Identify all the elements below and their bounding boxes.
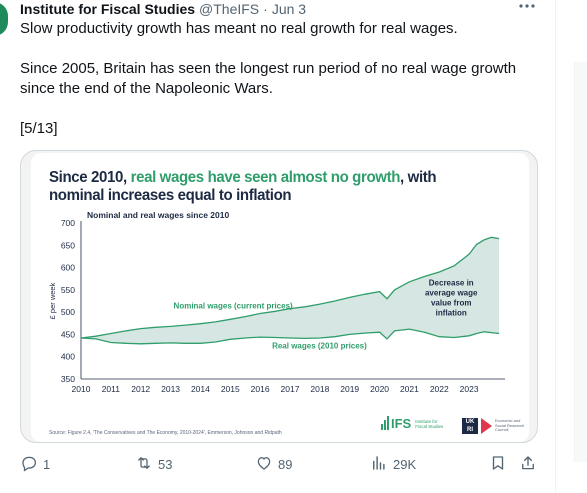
x-tick-label: 2014 [191,384,210,394]
separator-dot: · [263,1,268,17]
x-tick-label: 2023 [460,384,479,394]
y-tick-label: 650 [61,240,75,250]
title-suffix: , with nominal increases equal to inflat… [49,169,437,204]
views-icon [370,454,388,475]
x-tick-label: 2015 [221,384,240,394]
y-tick-label: 600 [61,263,75,273]
nominal-wages-line [80,236,500,339]
real-wages-line [80,328,500,345]
views-count: 29K [393,456,417,472]
media-card[interactable]: Since 2010, real wages have seen almost … [20,150,538,443]
reply-icon [20,454,38,475]
y-axis-label: £ per week [48,282,57,319]
infographic-title: Since 2010, real wages have seen almost … [49,169,491,205]
x-tick-label: 2021 [400,384,419,394]
x-tick-label: 2012 [131,384,150,394]
x-tick-label: 2020 [370,384,389,394]
x-tick-label: 2013 [161,384,180,394]
chart-title: Nominal and real wages since 2010 [87,210,229,220]
y-tick-label: 500 [61,307,75,317]
x-tick-label: 2017 [281,384,300,394]
gap-annotation: Decrease in average wage value from inflati… [425,278,478,317]
x-tick-label: 2011 [102,384,121,394]
real-series-label: Real wages (2010 prices) [272,342,367,351]
views-button[interactable]: 29K [370,452,416,476]
ifs-logo-bars [381,416,389,430]
tweet-text: Slow productivity growth has meant no re… [20,19,545,139]
wage-chart: Nominal and real wages since 2010 350 400 4… [48,210,505,394]
y-tick-label: 400 [61,352,75,362]
x-tick-label: 2018 [310,384,329,394]
esrc-red-mark [481,418,492,434]
ifs-logo-subtext: Institute for Fiscal Studies [415,419,444,429]
bookmark-icon [489,454,507,475]
reply-button[interactable]: 1 [20,452,50,476]
heart-icon [255,454,273,475]
ukri-mark: UK RI [462,418,478,434]
avatar[interactable] [0,2,8,36]
bookmark-button[interactable] [489,452,507,476]
y-tick-label: 700 [61,218,75,228]
x-tick-label: 2010 [72,384,91,394]
more-icon[interactable] [516,0,538,16]
retweet-count: 53 [158,456,173,472]
share-icon [519,454,537,475]
post-date[interactable]: Jun 3 [271,1,307,17]
action-bar: 1 53 89 29K [0,452,555,476]
y-tick-label: 450 [61,329,75,339]
title-accent: real wages have seen almost no growth [130,169,401,186]
x-tick-label: 2016 [251,384,270,394]
tweet-text-line3: [5/13] [20,120,58,137]
author-name[interactable]: Institute for Fiscal Studies [20,1,196,17]
like-button[interactable]: 89 [255,452,292,476]
y-tick-label: 550 [61,285,75,295]
tweet-text-line2: Since 2005, Britain has seen the longest… [20,60,517,97]
source-citation: Source: Figure 2.4, 'The Conservatives a… [49,430,282,436]
title-prefix: Since 2010, [49,169,131,186]
ifs-logo: IFS Institute for Fiscal Studies [381,416,443,430]
tweet-text-line1: Slow productivity growth has meant no re… [20,20,458,37]
retweet-icon [135,454,153,475]
tweet-header: Institute for Fiscal Studies @TheIFS · J… [20,0,306,18]
like-count: 89 [278,456,293,472]
x-tick-label: 2022 [430,384,449,394]
esrc-logo-text: Economic and Social Research Council [495,418,525,433]
esrc-logo: UK RI Economic and Social Research Counc… [462,418,531,434]
author-handle[interactable]: @TheIFS [199,1,260,17]
x-tick-label: 2019 [340,384,359,394]
nominal-series-label: Nominal wages (current prices) [174,302,293,311]
gutter-scroll-panel [574,62,587,462]
retweet-button[interactable]: 53 [135,452,172,476]
share-button[interactable] [519,452,537,476]
reply-count: 1 [43,456,51,472]
ifs-logo-text: IFS [391,416,412,431]
y-tick-label: 350 [61,374,75,384]
inflation-gap-area [81,237,499,344]
infographic: Since 2010, real wages have seen almost … [31,153,529,442]
